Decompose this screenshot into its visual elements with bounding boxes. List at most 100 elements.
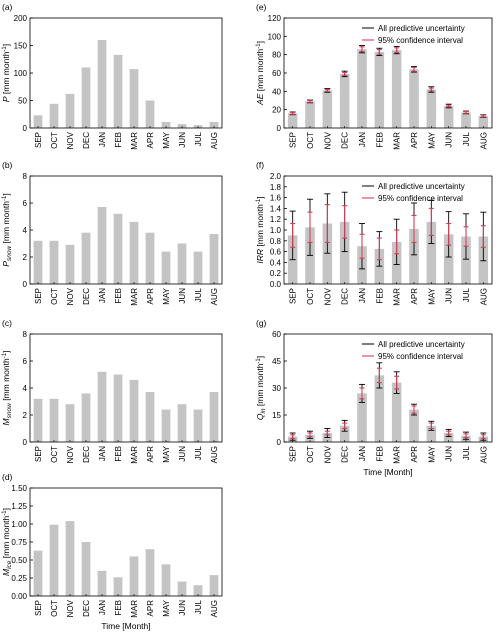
y-label-symbol: AE <box>255 93 265 106</box>
panel-label: (b) <box>2 160 13 170</box>
x-tick-label: MAR <box>393 288 402 306</box>
x-tick-label: JAN <box>98 600 107 615</box>
panel-label: (f) <box>256 160 264 170</box>
bar-MAY <box>426 221 437 284</box>
bar-MAY <box>426 89 437 128</box>
x-tick-label: JUL <box>462 131 471 146</box>
x-tick-label: FEB <box>114 600 123 616</box>
x-tick-label: JUL <box>194 445 203 460</box>
y-axis-label: Qin [mm month-1] <box>255 356 267 420</box>
x-tick-label: JUN <box>178 132 187 148</box>
bar-JUN <box>443 106 454 128</box>
bar-DEC <box>339 73 350 128</box>
x-tick-label: SEP <box>289 446 298 462</box>
x-tick-label: MAR <box>130 600 139 618</box>
y-tick-label: 1.00 <box>11 520 27 529</box>
x-tick-label: DEC <box>82 600 91 617</box>
y-tick-label: 4 <box>23 384 28 393</box>
bar-MAY <box>161 121 171 128</box>
bar-AUG <box>478 116 489 128</box>
y-tick-label: 0.2 <box>270 269 282 278</box>
x-tick-label: JUN <box>445 446 454 462</box>
plot-frame <box>29 487 223 597</box>
y-label-close: ] <box>255 41 265 43</box>
x-tick-label: JUN <box>445 132 454 148</box>
y-axis-label: Mice [mm month-1] <box>1 508 13 576</box>
y-tick-label: 120 <box>268 14 282 23</box>
y-tick-label: 1.50 <box>11 484 27 493</box>
y-tick-label: 6 <box>23 357 28 366</box>
x-tick-label: MAY <box>427 287 436 304</box>
x-tick-label: OCT <box>306 132 315 149</box>
x-tick-label: OCT <box>306 446 315 463</box>
y-tick-label: 60 <box>272 69 281 78</box>
x-tick-label: APR <box>410 446 419 463</box>
y-tick-label: 80 <box>272 51 281 60</box>
y-label-exponent: -1 <box>2 46 8 52</box>
y-tick-label: 0.8 <box>270 237 282 246</box>
plot-frame <box>29 333 223 443</box>
legend: All predictive uncertainty 95% confidence… <box>362 340 465 361</box>
chart-panel-d: (d) 0.00 0.25 0.50 0.75 1.00 1.25 1.50 SEP OCT NOV… <box>1 472 223 631</box>
x-tick-label: SEP <box>34 446 43 462</box>
x-tick-label: JUL <box>462 445 471 460</box>
bar-MAR <box>129 379 139 442</box>
y-label-exponent: -1 <box>256 358 262 364</box>
bar-OCT <box>49 524 59 596</box>
x-tick-label: JAN <box>358 446 367 461</box>
x-tick-label: NOV <box>323 445 332 463</box>
legend-label-conf: 95% confidence interval <box>378 36 463 45</box>
bar-AUG <box>209 121 219 128</box>
y-label-symbol: Q <box>255 413 265 420</box>
x-tick-label: JAN <box>98 132 107 147</box>
x-tick-label: JUL <box>194 131 203 146</box>
chart-panel-b: (b) 0 2 4 6 8 SEP OCT NOV DEC JAN FEB MAR APR MAY JUN JU… <box>1 160 223 306</box>
plot-frame <box>29 17 223 129</box>
x-tick-label: MAR <box>130 132 139 150</box>
y-tick-label: 100 <box>14 69 28 78</box>
y-tick-label: 0 <box>23 124 28 133</box>
x-tick-label: MAR <box>130 288 139 306</box>
bar-DEC <box>339 425 350 442</box>
y-tick-label: 2 <box>23 411 28 420</box>
y-tick-label: 4 <box>23 226 28 235</box>
x-tick-label: FEB <box>114 446 123 462</box>
y-tick-label: 0.25 <box>11 574 27 583</box>
legend: All predictive uncertainty 95% confidence… <box>362 182 465 203</box>
y-label-unit: [mm month <box>255 204 265 249</box>
bar-MAR <box>129 69 139 128</box>
bar-JUL <box>461 236 471 284</box>
x-tick-label: SEP <box>289 288 298 304</box>
x-tick-label: DEC <box>82 288 91 305</box>
x-axis-label: Time [Month] <box>363 467 412 477</box>
x-tick-label: MAY <box>427 131 436 148</box>
x-tick-label: DEC <box>341 288 350 305</box>
y-label-symbol: P <box>1 96 11 102</box>
y-tick-label: 0 <box>23 438 28 447</box>
y-label-close: ] <box>1 508 11 510</box>
bar-JAN <box>97 207 107 284</box>
y-tick-label: 0.75 <box>11 538 27 547</box>
x-tick-label: MAY <box>162 445 171 462</box>
bar-MAY <box>161 564 171 596</box>
y-tick-label: 2.0 <box>270 172 282 181</box>
x-tick-label: JAN <box>358 288 367 303</box>
bar-MAY <box>426 425 437 442</box>
x-tick-label: DEC <box>82 132 91 149</box>
y-axis-label: AE [mm month-1] <box>255 41 265 106</box>
bar-APR <box>409 409 419 442</box>
x-tick-label: AUG <box>479 288 488 305</box>
bar-APR <box>409 69 419 128</box>
y-label-exponent: -1 <box>2 195 8 201</box>
y-tick-label: 0 <box>277 438 282 447</box>
panel-label: (e) <box>256 2 267 12</box>
y-label-symbol: P <box>1 261 11 267</box>
y-label-close: ] <box>1 193 11 195</box>
x-tick-label: AUG <box>210 446 219 463</box>
bar-SEP <box>33 240 43 284</box>
legend: All predictive uncertainty 95% confidence… <box>362 24 465 45</box>
y-label-exponent: -1 <box>256 198 262 204</box>
y-tick-label: 150 <box>14 42 28 51</box>
x-tick-label: JAN <box>98 446 107 461</box>
x-tick-label: JUN <box>178 600 187 616</box>
